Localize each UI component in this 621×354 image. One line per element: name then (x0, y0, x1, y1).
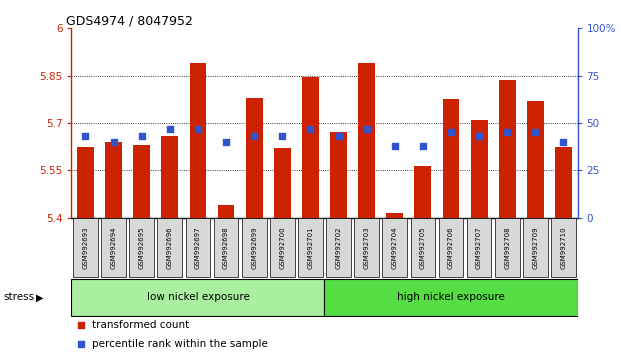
Point (418, 143, 428, 149)
Bar (77, 147, 94, 218)
Point (333, 133, 343, 139)
Text: GSM992709: GSM992709 (532, 227, 538, 269)
FancyBboxPatch shape (438, 218, 463, 277)
Text: percentile rank within the sample: percentile rank within the sample (92, 338, 268, 349)
FancyBboxPatch shape (129, 218, 154, 277)
Text: GSM992706: GSM992706 (448, 227, 454, 269)
FancyBboxPatch shape (186, 218, 211, 277)
Text: GSM992696: GSM992696 (167, 227, 173, 269)
Bar (274, 148, 291, 218)
FancyBboxPatch shape (551, 218, 576, 277)
Point (249, 133, 259, 139)
Point (402, 238, 412, 244)
Bar (386, 213, 403, 218)
Text: transformed count: transformed count (92, 320, 189, 330)
FancyBboxPatch shape (71, 279, 325, 316)
Point (402, 69, 412, 75)
FancyBboxPatch shape (214, 218, 238, 277)
Point (221, 139, 231, 145)
FancyBboxPatch shape (325, 279, 578, 316)
FancyBboxPatch shape (467, 218, 491, 277)
Bar (134, 145, 150, 218)
Point (193, 126, 203, 132)
Bar (527, 101, 544, 218)
Point (446, 130, 456, 135)
FancyBboxPatch shape (242, 218, 266, 277)
FancyBboxPatch shape (158, 218, 182, 277)
Text: GSM992693: GSM992693 (83, 227, 88, 269)
FancyBboxPatch shape (495, 218, 520, 277)
Bar (161, 136, 178, 218)
FancyBboxPatch shape (73, 218, 98, 277)
Point (137, 133, 147, 139)
Text: GSM992698: GSM992698 (223, 227, 229, 269)
Text: ▶: ▶ (36, 292, 43, 302)
Bar (246, 98, 263, 218)
Text: low nickel exposure: low nickel exposure (147, 292, 250, 302)
Bar (358, 63, 375, 218)
Text: GSM992701: GSM992701 (307, 227, 314, 269)
Point (306, 126, 315, 132)
FancyBboxPatch shape (326, 218, 351, 277)
FancyBboxPatch shape (298, 218, 323, 277)
Point (81, 133, 91, 139)
Text: stress: stress (3, 292, 34, 302)
Point (474, 133, 484, 139)
FancyBboxPatch shape (270, 218, 295, 277)
Point (165, 126, 175, 132)
FancyBboxPatch shape (101, 218, 126, 277)
Bar (105, 142, 122, 218)
Bar (302, 77, 319, 218)
Point (502, 130, 512, 135)
Bar (189, 63, 206, 218)
FancyBboxPatch shape (410, 218, 435, 277)
Point (558, 139, 568, 145)
Text: GSM992700: GSM992700 (279, 227, 285, 269)
Bar (555, 147, 572, 218)
Bar (217, 205, 235, 218)
Bar (471, 120, 487, 218)
Text: GSM992703: GSM992703 (364, 227, 369, 269)
Text: GSM992702: GSM992702 (335, 227, 342, 269)
Text: GSM992708: GSM992708 (504, 227, 510, 269)
Text: GSM992705: GSM992705 (420, 227, 426, 269)
FancyBboxPatch shape (354, 218, 379, 277)
Text: GSM992710: GSM992710 (561, 227, 566, 269)
Text: GSM992704: GSM992704 (392, 227, 398, 269)
Point (530, 130, 540, 135)
Point (390, 143, 400, 149)
Bar (499, 80, 515, 218)
Bar (414, 166, 432, 218)
Text: GDS4974 / 8047952: GDS4974 / 8047952 (66, 14, 193, 27)
Point (278, 133, 288, 139)
FancyBboxPatch shape (383, 218, 407, 277)
Text: high nickel exposure: high nickel exposure (397, 292, 505, 302)
Point (109, 139, 119, 145)
Bar (330, 132, 347, 218)
Text: GSM992697: GSM992697 (195, 227, 201, 269)
Bar (443, 99, 460, 218)
Text: GSM992699: GSM992699 (251, 227, 257, 269)
Text: GSM992707: GSM992707 (476, 227, 482, 269)
Point (361, 126, 371, 132)
Text: GSM992695: GSM992695 (138, 227, 145, 269)
Text: GSM992694: GSM992694 (111, 227, 117, 269)
FancyBboxPatch shape (523, 218, 548, 277)
